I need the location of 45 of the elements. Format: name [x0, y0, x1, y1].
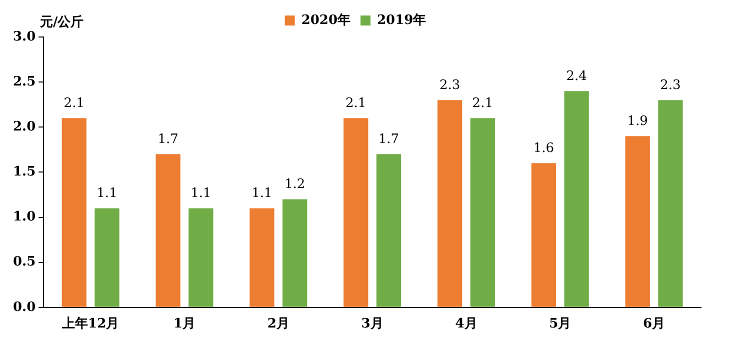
- x-tick-label: 6月: [643, 316, 666, 332]
- data-label: 1.7: [378, 132, 400, 148]
- data-label: 1.2: [284, 177, 306, 192]
- y-tick-label: 1.5: [12, 164, 36, 180]
- data-label: 1.7: [158, 132, 178, 148]
- bar: [437, 100, 462, 307]
- data-label: 2.3: [439, 78, 460, 93]
- bar: [250, 208, 274, 307]
- legend-label: 2020年: [301, 12, 351, 28]
- bar: [282, 199, 308, 307]
- bar: [470, 118, 495, 307]
- data-label: 2.4: [566, 68, 587, 84]
- y-tick-label: 2.0: [12, 120, 36, 135]
- data-label: 1.9: [627, 114, 648, 130]
- bar: [344, 118, 368, 307]
- y-axis-title: 元/公斤: [39, 14, 84, 30]
- x-tick-label: 3月: [361, 316, 384, 332]
- x-tick-label: 5月: [549, 316, 572, 332]
- bar: [62, 118, 86, 307]
- bar: [376, 154, 402, 307]
- bar: [94, 208, 120, 307]
- y-tick-label: 2.5: [12, 74, 36, 90]
- x-tick-label: 4月: [455, 316, 478, 332]
- data-label: 2.1: [64, 96, 84, 111]
- y-tick-label: 0.0: [12, 300, 36, 315]
- legend-label: 2019年: [377, 12, 426, 28]
- y-tick-label: 1.0: [12, 210, 36, 225]
- x-tick-label: 1月: [173, 316, 196, 332]
- bar: [531, 163, 556, 307]
- x-tick-label: 2月: [267, 316, 290, 332]
- data-label: 1.1: [252, 186, 272, 202]
- data-label: 2.3: [660, 78, 681, 93]
- y-tick-label: 3.0: [12, 29, 36, 44]
- bar: [564, 91, 589, 307]
- y-tick-label: 0.5: [12, 254, 36, 270]
- data-label: 2.1: [472, 96, 493, 111]
- data-label: 1.6: [533, 141, 554, 156]
- bar: [658, 100, 683, 307]
- data-label: 1.1: [190, 186, 212, 202]
- data-label: 2.1: [346, 96, 366, 111]
- data-label: 1.1: [96, 186, 118, 202]
- bar: [188, 208, 214, 307]
- x-tick-label: 上年12月: [61, 316, 120, 332]
- bar: [625, 136, 650, 307]
- bar: [156, 154, 180, 307]
